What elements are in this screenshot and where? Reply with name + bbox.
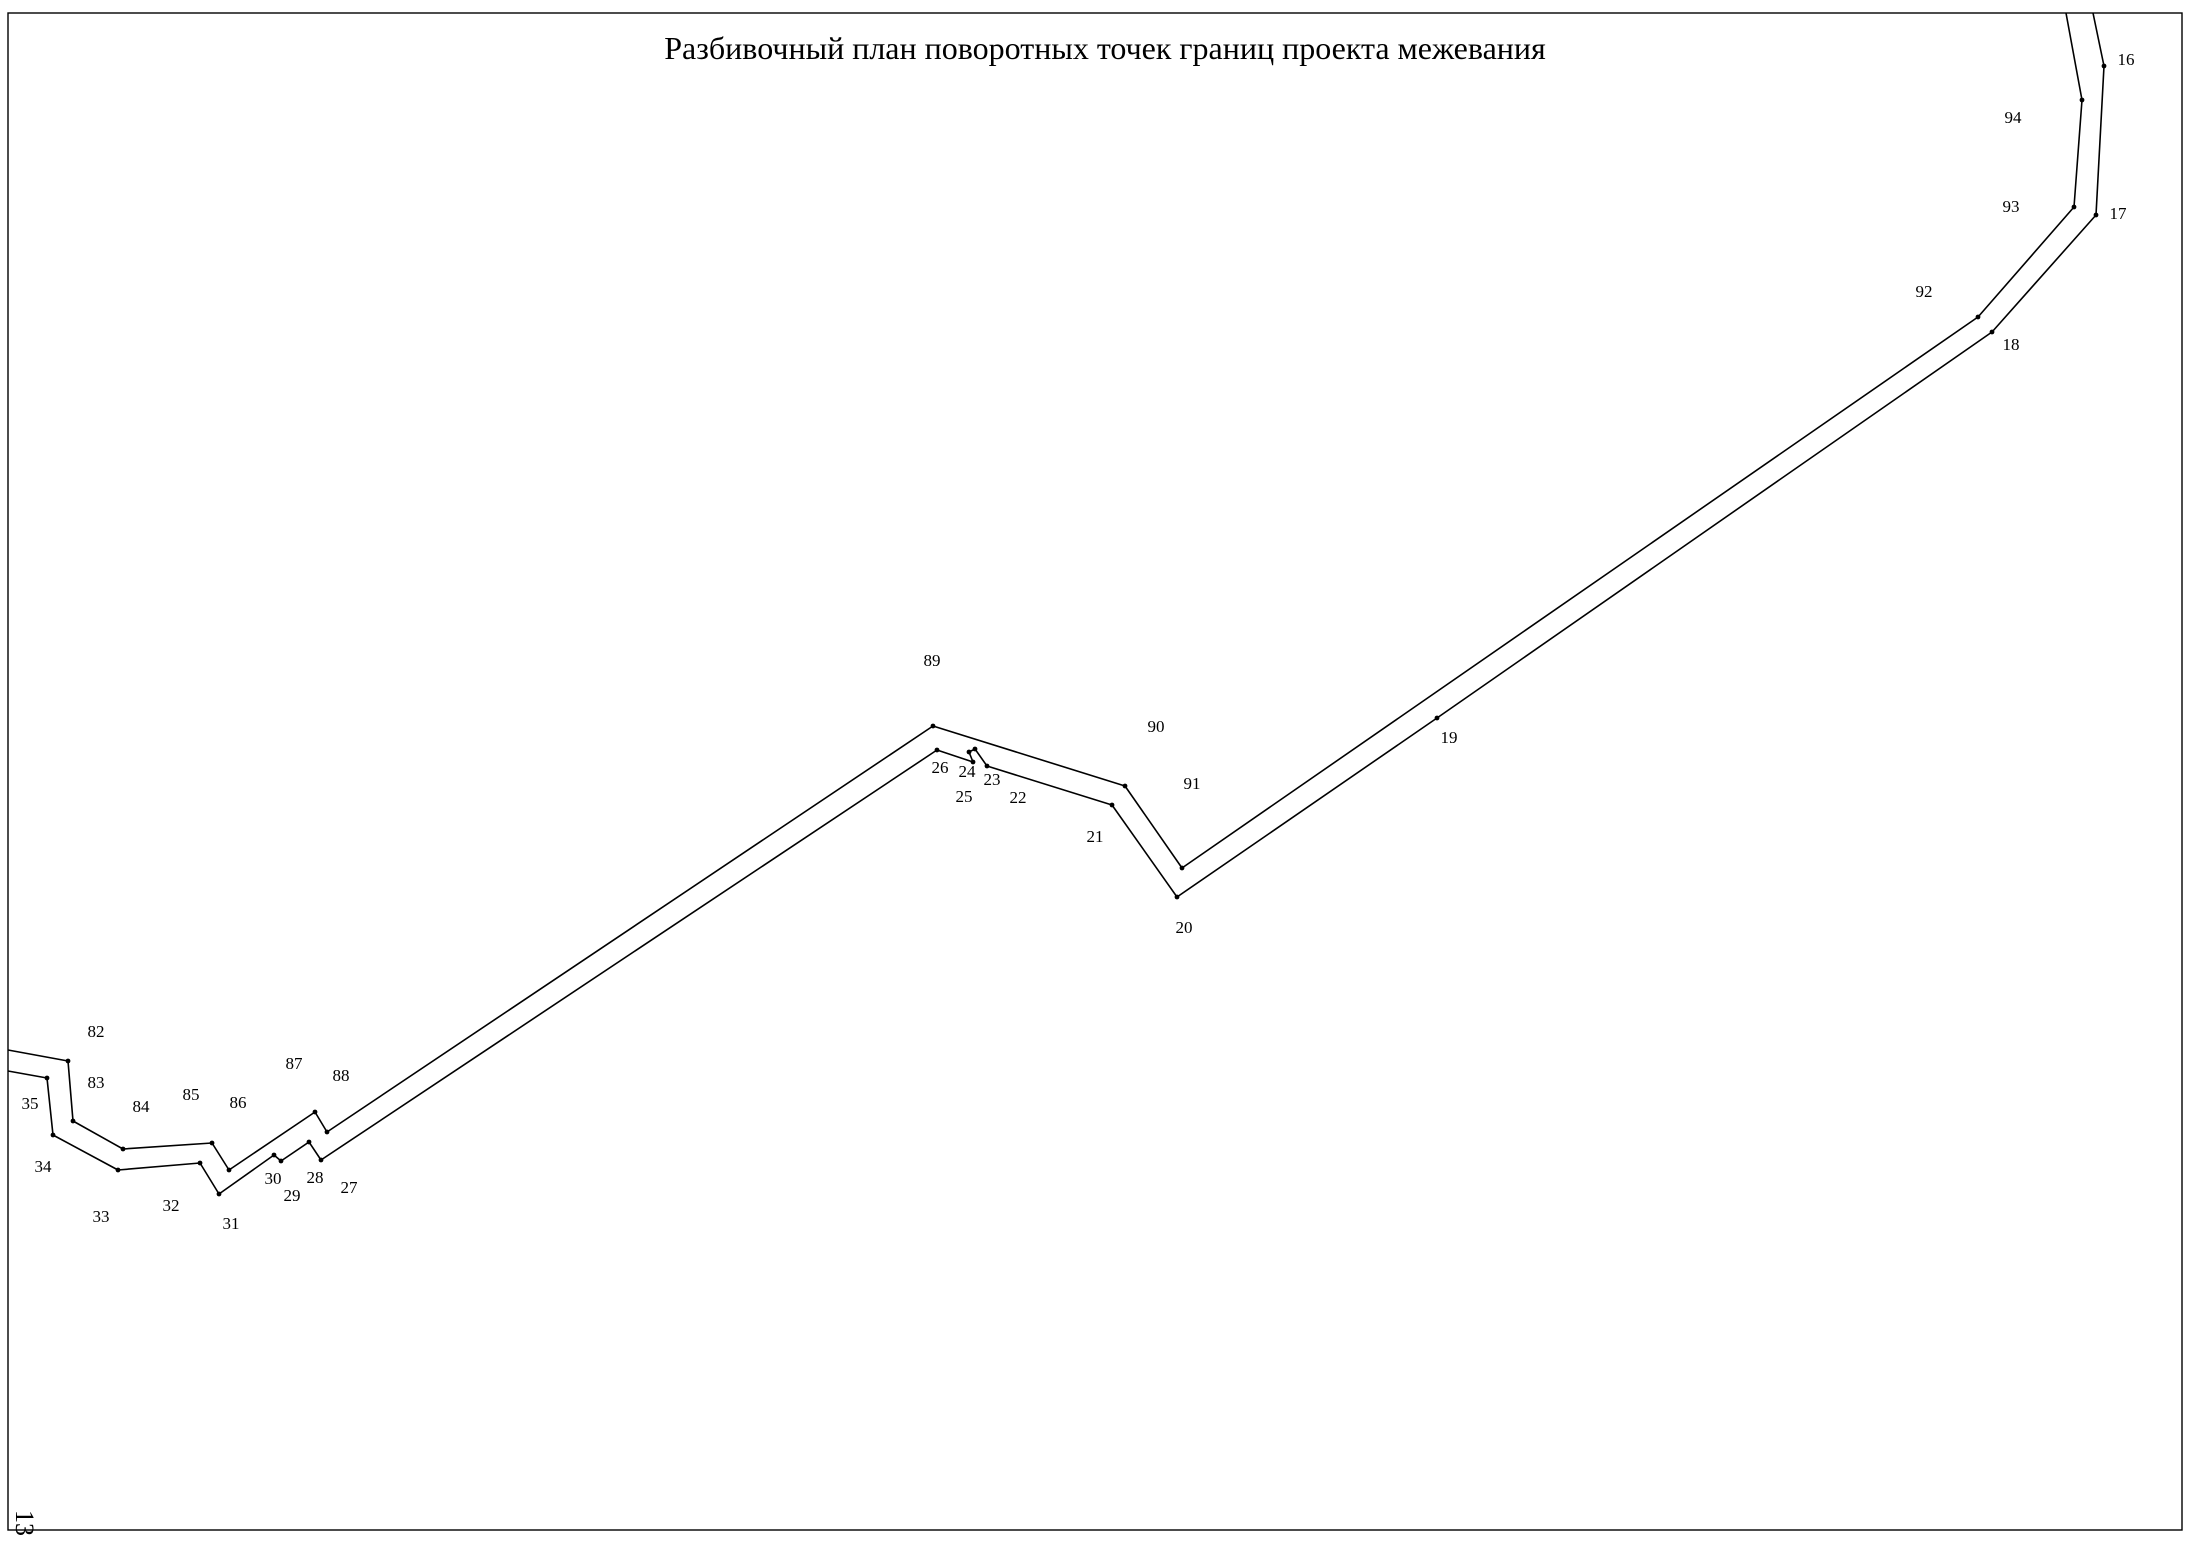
point-label-83: 83 [88,1073,105,1092]
vertex-marker-30 [271,1152,277,1158]
vertex-marker-25 [970,759,976,765]
vertex-marker-86 [226,1167,232,1173]
outer-boundary-line [7,12,2105,1195]
vertex-marker-85 [209,1140,215,1146]
point-label-86: 86 [230,1093,247,1112]
point-label-17: 17 [2110,204,2128,223]
point-label-21: 21 [1087,827,1104,846]
point-label-19: 19 [1441,728,1458,747]
vertex-marker-27 [318,1157,324,1163]
vertex-marker-82 [65,1058,71,1064]
inner-boundary-line [7,12,2083,1171]
point-label-28: 28 [307,1168,324,1187]
vertex-marker-91 [1179,865,1185,871]
point-label-24: 24 [959,762,977,781]
vertex-marker-20 [1174,894,1180,900]
point-label-85: 85 [183,1085,200,1104]
point-label-23: 23 [984,770,1001,789]
vertex-marker-22 [984,763,990,769]
vertex-marker-31 [216,1191,222,1197]
vertex-marker-19 [1434,715,1440,721]
page-number: 13 [10,1510,39,1536]
point-label-34: 34 [35,1157,53,1176]
vertex-marker-18 [1989,329,1995,335]
point-label-90: 90 [1148,717,1165,736]
point-label-92: 92 [1916,282,1933,301]
point-label-35: 35 [22,1094,39,1113]
vertex-marker-35 [44,1075,50,1081]
point-label-16: 16 [2118,50,2135,69]
point-label-27: 27 [341,1178,359,1197]
vertex-marker-24 [966,749,972,755]
point-label-88: 88 [333,1066,350,1085]
vertex-marker-33 [115,1167,121,1173]
point-label-30: 30 [265,1169,282,1188]
vertex-marker-21 [1109,802,1115,808]
point-label-32: 32 [163,1196,180,1215]
vertex-marker-94 [2079,97,2085,103]
vertex-marker-16 [2101,63,2107,69]
vertex-marker-23 [972,746,978,752]
point-label-18: 18 [2003,335,2020,354]
point-label-29: 29 [284,1186,301,1205]
vertex-marker-87 [312,1109,318,1115]
drawing-frame [7,12,2183,1531]
point-label-20: 20 [1176,918,1193,937]
point-label-22: 22 [1010,788,1027,807]
point-label-84: 84 [133,1097,151,1116]
boundary-lines [7,12,2105,1195]
point-label-82: 82 [88,1022,105,1041]
point-label-93: 93 [2003,197,2020,216]
vertex-marker-84 [120,1146,126,1152]
vertex-marker-92 [1975,314,1981,320]
vertex-marker-83 [70,1118,76,1124]
vertex-marker-93 [2071,204,2077,210]
vertex-marker-34 [50,1132,56,1138]
point-label-91: 91 [1184,774,1201,793]
vertex-marker-28 [306,1139,312,1145]
vertex-marker-32 [197,1160,203,1166]
point-label-25: 25 [956,787,973,806]
point-label-94: 94 [2005,108,2023,127]
point-label-26: 26 [932,758,949,777]
plan-title: Разбивочный план поворотных точек границ… [664,30,1546,66]
point-label-89: 89 [924,651,941,670]
point-label-33: 33 [93,1207,110,1226]
vertex-markers [44,63,2107,1197]
vertex-marker-26 [934,747,940,753]
vertex-marker-89 [930,723,936,729]
point-label-31: 31 [223,1214,240,1233]
vertex-marker-90 [1122,783,1128,789]
vertex-marker-17 [2093,212,2099,218]
point-label-87: 87 [286,1054,304,1073]
vertex-marker-88 [324,1129,330,1135]
vertex-marker-29 [278,1158,284,1164]
